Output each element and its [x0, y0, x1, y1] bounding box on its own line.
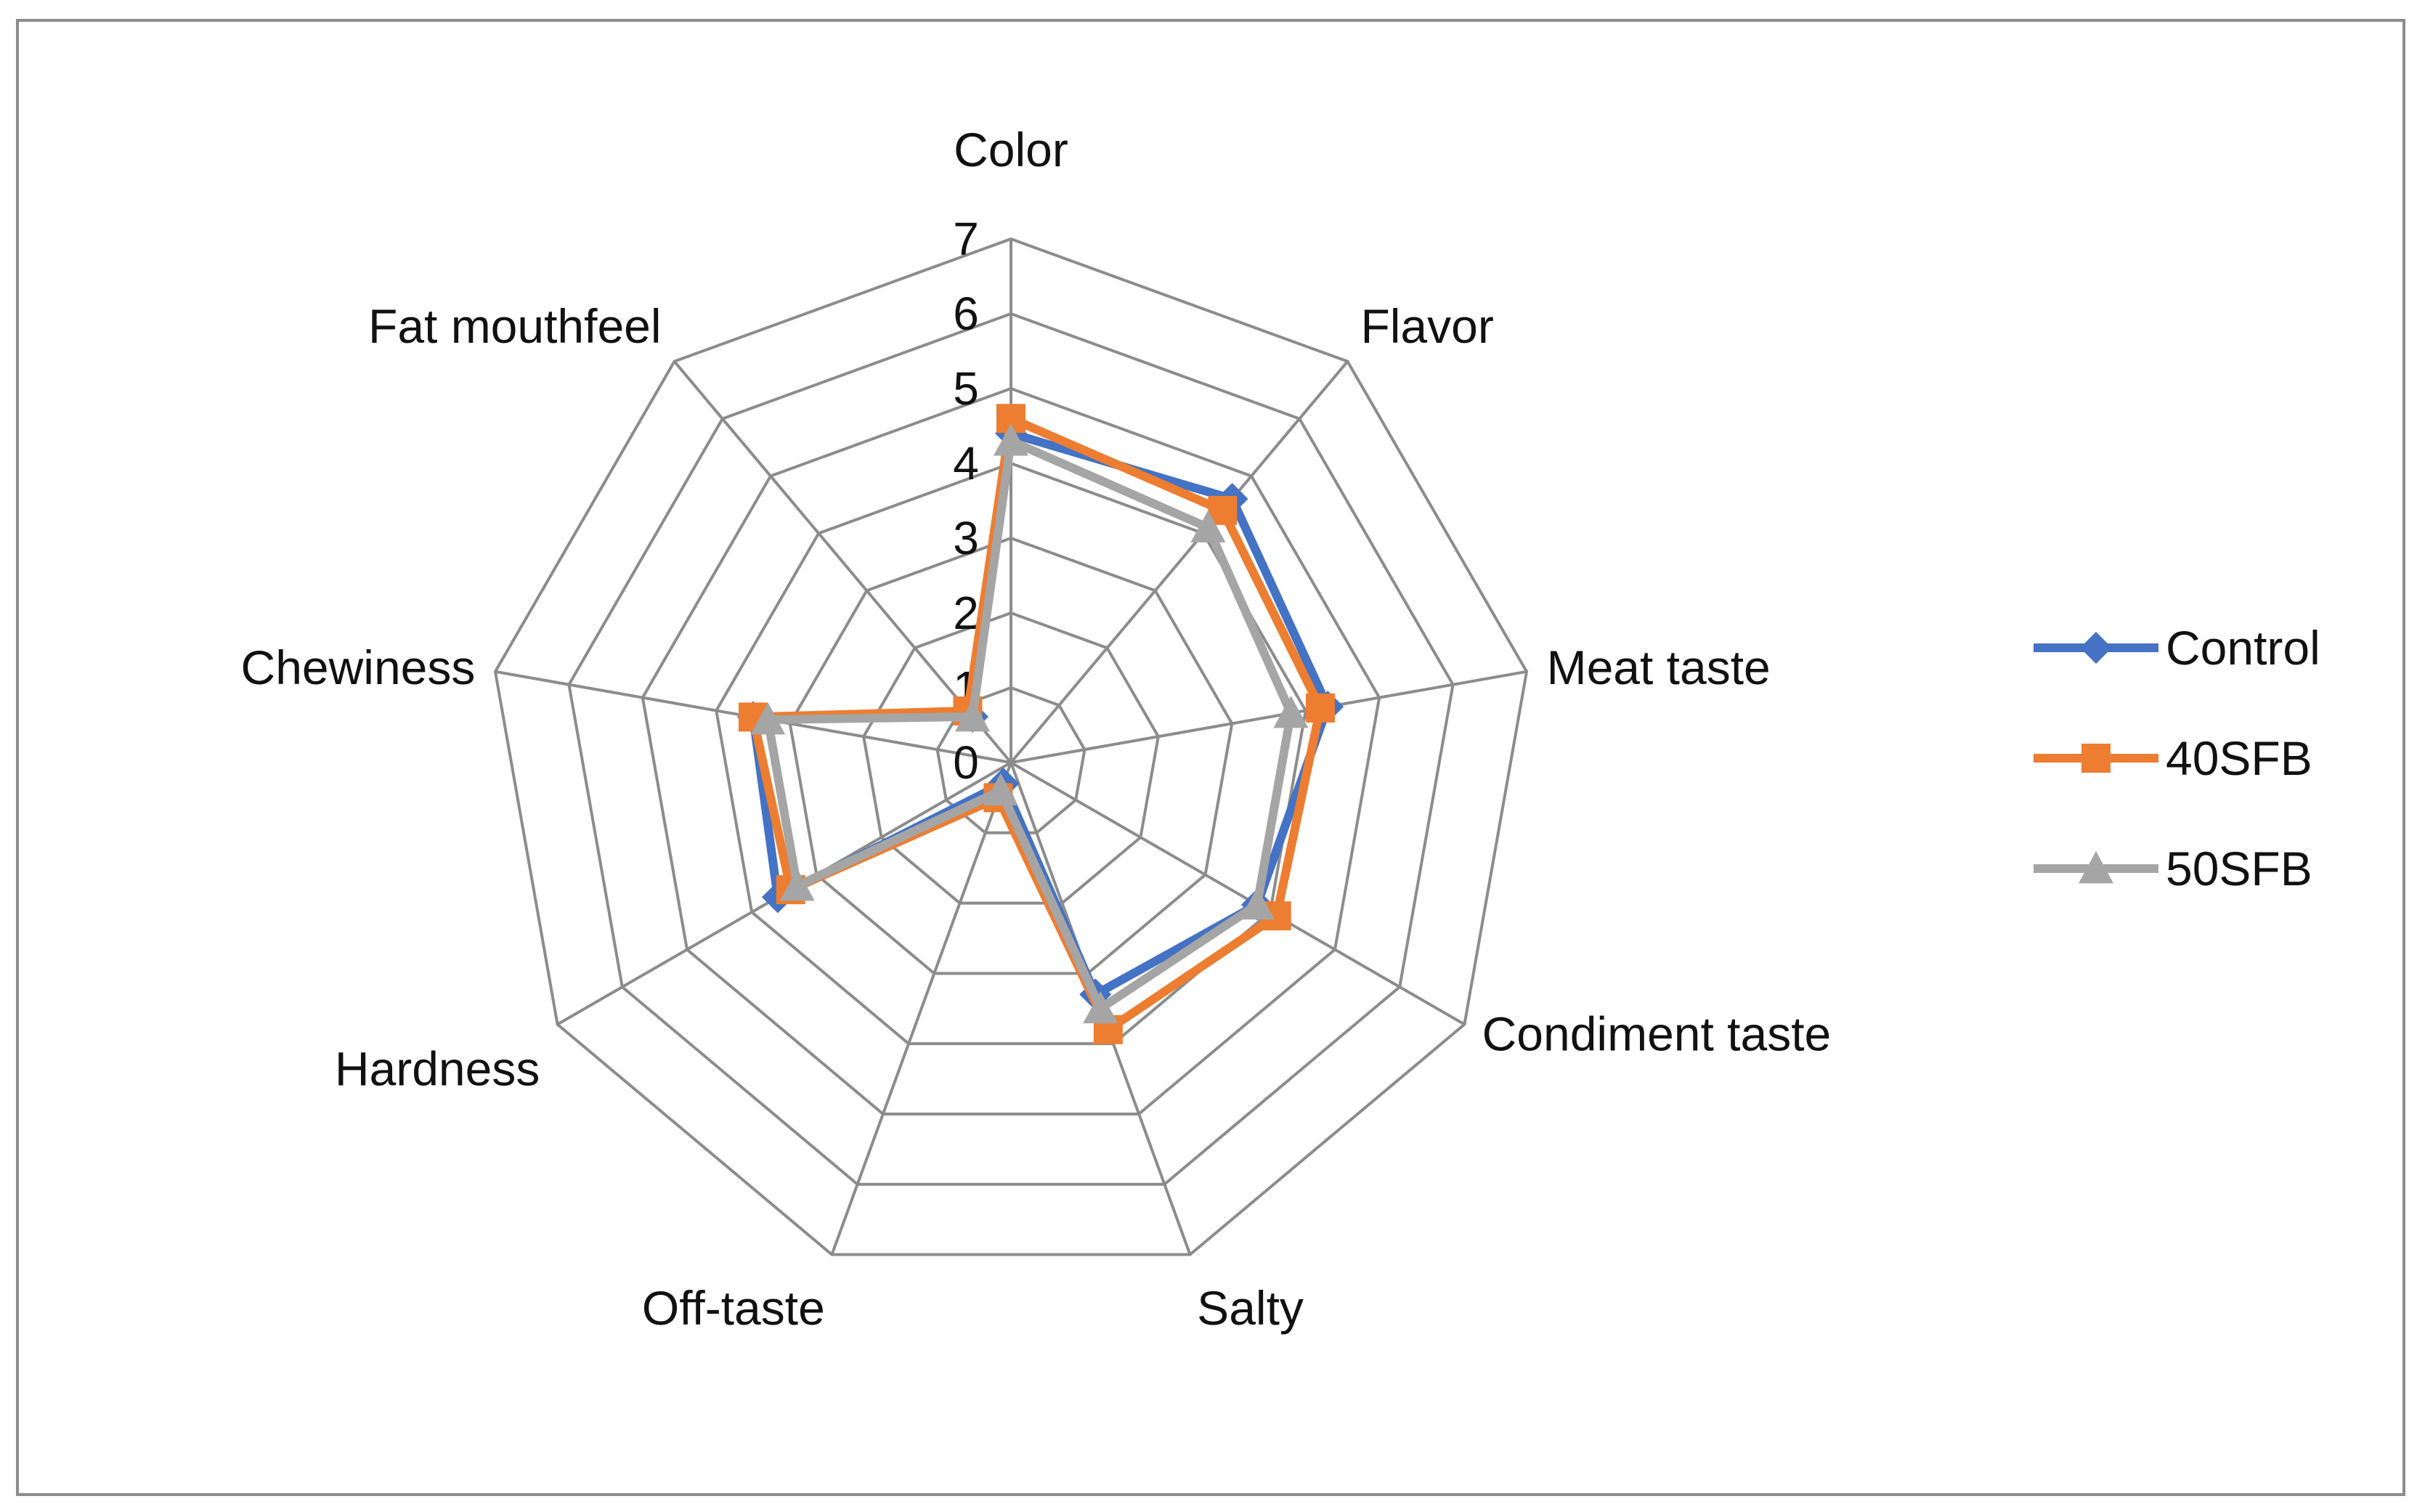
grid-ring-5 [641, 386, 1381, 1115]
point-50sfb-off-taste [983, 773, 1018, 806]
grid-ring-7 [493, 237, 1529, 1256]
series-line-50sfb [763, 436, 1296, 1013]
point-50sfb-chewiness [750, 702, 786, 735]
point-50sfb-flavor [1190, 510, 1226, 542]
category-label-chewiness: Chewiness [241, 641, 476, 694]
chart-frame [16, 19, 2405, 1496]
category-label-condiment-taste: Condiment taste [1482, 1007, 1832, 1061]
category-label-fat-mouthfeel: Fat mouthfeel [368, 299, 662, 353]
tick-label-4: 4 [953, 437, 979, 489]
tick-label-7: 7 [953, 213, 979, 265]
category-label-hardness: Hardness [335, 1042, 540, 1096]
legend-item-40sfb: 40SFB [2034, 731, 2312, 785]
point-50sfb-condiment-taste [1239, 887, 1275, 920]
grid-spoke-condiment-taste [1010, 761, 1466, 1026]
radar-grid [493, 237, 1529, 1256]
legend-label-control: Control [2166, 621, 2320, 675]
legend-marker-40sfb [2081, 744, 2111, 773]
legend-label-40sfb: 40SFB [2166, 731, 2312, 785]
legend: Control 40SFB 50SFB [2034, 621, 2320, 895]
category-labels: Color Flavor Meat taste Condiment taste Salt… [241, 123, 1832, 1335]
grid-spoke-meat-taste [1010, 670, 1527, 764]
tick-label-5: 5 [953, 362, 979, 415]
point-50sfb-hardness [779, 868, 815, 901]
grid-ring-2 [862, 611, 1160, 905]
series-50sfb [750, 423, 1309, 1024]
legend-item-control: Control [2034, 621, 2320, 675]
point-50sfb-fat-mouthfeel [955, 699, 991, 732]
legend-label-50sfb: 50SFB [2166, 842, 2312, 895]
grid-ring-3 [788, 536, 1234, 975]
data-series [736, 404, 1344, 1044]
point-50sfb-color [994, 423, 1028, 456]
point-40sfb-meat-taste [1306, 693, 1336, 723]
category-label-salty: Salty [1197, 1281, 1304, 1335]
point-50sfb-meat-taste [1273, 696, 1309, 728]
grid-ring-6 [567, 312, 1455, 1186]
legend-marker-50sfb [2079, 851, 2113, 884]
legend-marker-control [2080, 632, 2112, 664]
tick-label-6: 6 [953, 288, 979, 340]
category-label-color: Color [954, 123, 1068, 176]
grid-spoke-flavor [1010, 360, 1349, 764]
grid-spoke-off-taste [830, 762, 1012, 1256]
tick-label-0: 0 [953, 736, 979, 789]
tick-label-3: 3 [953, 512, 979, 564]
tick-label-2: 2 [953, 587, 979, 639]
category-label-flavor: Flavor [1360, 299, 1493, 353]
point-50sfb-salty [1083, 991, 1118, 1024]
category-label-off-taste: Off-taste [642, 1281, 825, 1335]
category-label-meat-taste: Meat taste [1547, 641, 1771, 694]
grid-spoke-fat-mouthfeel [673, 360, 1012, 764]
legend-item-50sfb: 50SFB [2034, 842, 2312, 895]
